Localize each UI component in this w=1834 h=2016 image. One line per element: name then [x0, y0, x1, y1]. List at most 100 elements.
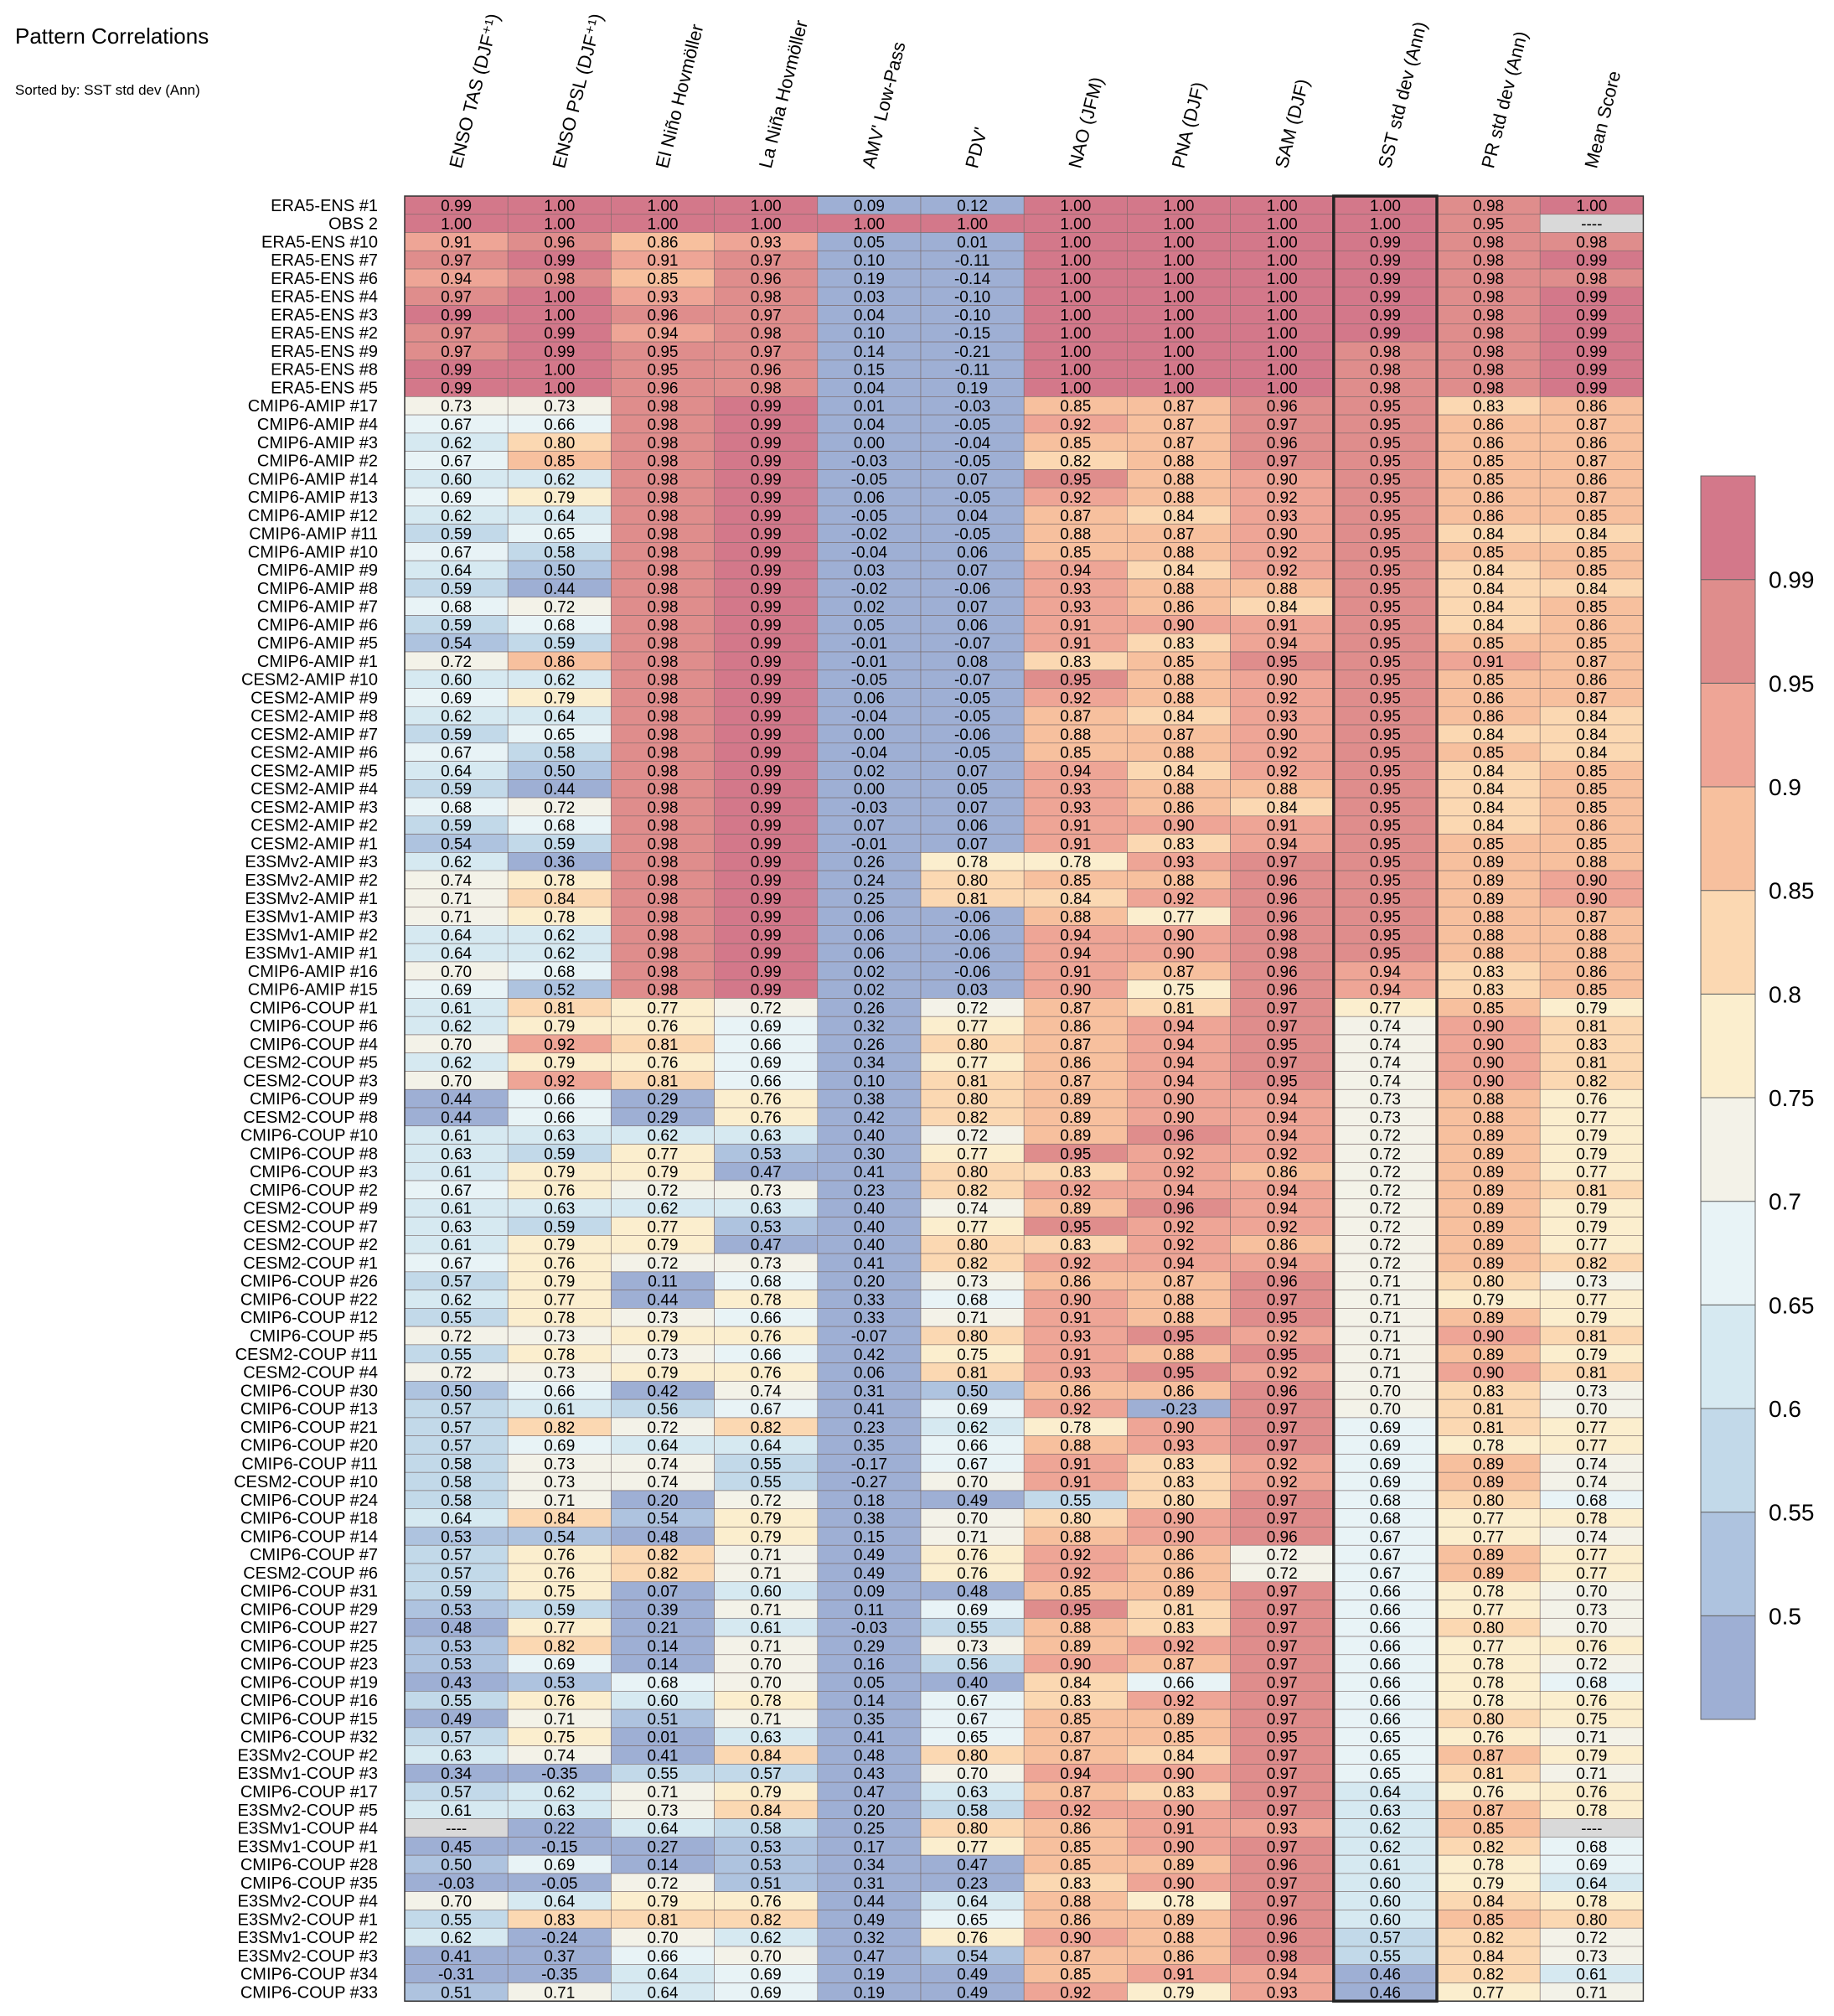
- cell-value: 0.49: [854, 1911, 885, 1929]
- cell-value: 0.84: [1576, 708, 1607, 726]
- cell-value: 0.91: [1060, 617, 1091, 634]
- cell-value: 0.88: [1060, 726, 1091, 744]
- cell-value: 0.72: [1370, 1164, 1401, 1181]
- cell-value: 0.98: [648, 909, 679, 927]
- cell-value: 0.55: [957, 1620, 988, 1637]
- cell-value: 0.84: [1267, 799, 1298, 817]
- page-subtitle: Sorted by: SST std dev (Ann): [15, 82, 200, 98]
- cell-value: 0.10: [854, 1073, 885, 1090]
- cell-value: 0.81: [1576, 1055, 1607, 1073]
- cell-value: 1.00: [1060, 380, 1091, 397]
- cell-value: 0.62: [441, 854, 472, 871]
- cell-value: -0.06: [954, 909, 990, 927]
- cell-value: 0.97: [1267, 1674, 1298, 1692]
- cell-value: 0.79: [648, 1237, 679, 1254]
- cell-value: 0.71: [751, 1547, 782, 1564]
- cell-value: 0.98: [1267, 1948, 1298, 1966]
- cell-value: 0.77: [544, 1620, 575, 1637]
- cell-value: 0.69: [1370, 1419, 1401, 1437]
- row-label: CESM2-AMIP #5: [251, 762, 378, 780]
- cell-value: 0.97: [1267, 1584, 1298, 1601]
- cell-value: 0.80: [1473, 1492, 1504, 1510]
- cell-value: 0.70: [957, 1765, 988, 1783]
- cell-value: -0.04: [954, 435, 991, 452]
- cell-value: 0.87: [1164, 1274, 1195, 1291]
- cell-value: 0.94: [1164, 1036, 1195, 1054]
- cell-value: -0.17: [851, 1455, 887, 1473]
- row-label: CMIP6-AMIP #11: [249, 525, 378, 544]
- cell-value: 0.95: [1370, 435, 1401, 452]
- cell-value: 0.58: [441, 1474, 472, 1491]
- cell-value: 0.92: [1060, 1802, 1091, 1820]
- cell-value: 0.85: [1576, 562, 1607, 580]
- cell-value: 0.92: [1060, 1182, 1091, 1200]
- row-label: CESM2-AMIP #4: [251, 780, 378, 799]
- cell-value: 0.79: [544, 690, 575, 707]
- cell-value: ----: [446, 1821, 467, 1838]
- cell-value: 0.58: [441, 1492, 472, 1510]
- cell-value: 0.76: [544, 1547, 575, 1564]
- cell-value: 1.00: [1164, 252, 1195, 270]
- cell-value: 0.94: [1164, 1182, 1195, 1200]
- colorbar-tick-label: 0.65: [1769, 1292, 1815, 1318]
- cell-value: 0.74: [1370, 1055, 1401, 1073]
- cell-value: 0.44: [854, 1894, 885, 1911]
- cell-value: 0.52: [544, 982, 575, 1000]
- cell-value: 0.99: [441, 307, 472, 324]
- cell-value: 0.88: [1473, 945, 1504, 963]
- cell-value: 0.90: [1576, 891, 1607, 908]
- cell-value: 0.70: [1370, 1383, 1401, 1400]
- cell-value: 0.99: [751, 982, 782, 1000]
- cell-value: 0.82: [1473, 1967, 1504, 1984]
- cell-value: 0.57: [441, 1547, 472, 1564]
- cell-value: 0.75: [957, 1347, 988, 1364]
- cell-value: 0.92: [1060, 690, 1091, 707]
- cell-value: 0.55: [648, 1765, 679, 1783]
- cell-value: 0.71: [544, 1492, 575, 1510]
- cell-value: 1.00: [1267, 271, 1298, 288]
- cell-value: 1.00: [1164, 325, 1195, 343]
- cell-value: 0.85: [1060, 1584, 1091, 1601]
- cell-value: 0.88: [1473, 909, 1504, 927]
- cell-value: 0.35: [854, 1438, 885, 1455]
- cell-value: 0.99: [441, 362, 472, 380]
- cell-value: 0.84: [1164, 508, 1195, 525]
- cell-value: 0.74: [1576, 1455, 1607, 1473]
- cell-value: 0.77: [1576, 1109, 1607, 1127]
- row-label: CMIP6-AMIP #4: [257, 416, 378, 434]
- cell-value: 0.89: [1473, 854, 1504, 871]
- row-label: CMIP6-COUP #13: [240, 1400, 378, 1419]
- cell-value: 0.95: [1267, 1310, 1298, 1327]
- cell-value: 0.76: [957, 1565, 988, 1583]
- cell-value: 0.86: [1576, 398, 1607, 416]
- cell-value: 0.98: [1370, 344, 1401, 361]
- cell-value: 0.73: [544, 398, 575, 416]
- cell-value: 0.66: [544, 1091, 575, 1109]
- cell-value: 0.88: [1576, 854, 1607, 871]
- cell-value: 0.95: [1164, 1365, 1195, 1383]
- cell-value: 0.54: [441, 635, 472, 653]
- cell-value: 0.61: [1370, 1857, 1401, 1874]
- cell-value: 0.70: [1576, 1401, 1607, 1419]
- cell-value: 0.83: [544, 1911, 575, 1929]
- cell-value: 0.92: [1060, 1255, 1091, 1273]
- cell-value: 0.73: [648, 1802, 679, 1820]
- cell-value: 0.82: [1576, 1073, 1607, 1090]
- cell-value: 0.95: [1370, 945, 1401, 963]
- cell-value: 0.99: [751, 891, 782, 908]
- cell-value: 0.80: [1060, 1511, 1091, 1528]
- cell-value: 0.23: [854, 1419, 885, 1437]
- cell-value: 0.83: [1473, 1383, 1504, 1400]
- cell-value: 0.89: [1060, 1109, 1091, 1127]
- cell-value: 0.71: [1370, 1328, 1401, 1346]
- column-header: SST std dev (Ann): [1374, 19, 1431, 170]
- row-label: CMIP6-COUP #33: [240, 1983, 378, 2002]
- cell-value: 0.72: [751, 1492, 782, 1510]
- cell-value: 0.78: [1164, 1894, 1195, 1911]
- cell-value: 0.90: [1164, 1875, 1195, 1893]
- cell-value: 0.74: [1576, 1474, 1607, 1491]
- cell-value: 1.00: [1267, 344, 1298, 361]
- cell-value: 0.78: [751, 1693, 782, 1710]
- cell-value: 0.74: [751, 1383, 782, 1400]
- row-label: CMIP6-COUP #23: [240, 1656, 378, 1674]
